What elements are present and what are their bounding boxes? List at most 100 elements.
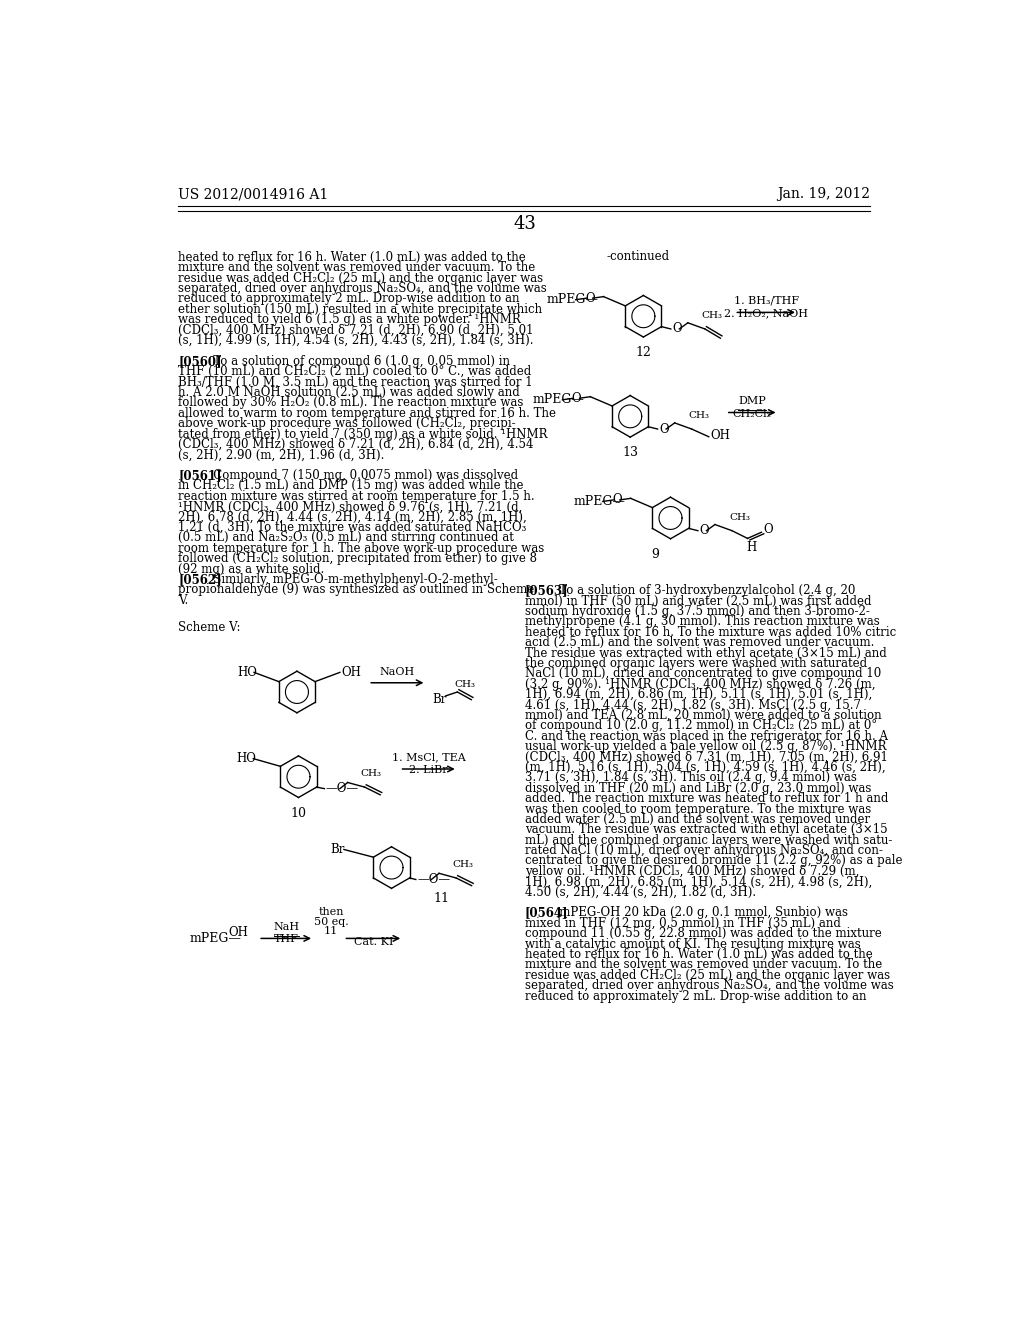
Text: [0560]: [0560] xyxy=(178,355,222,368)
Text: mixture and the solvent was removed under vacuum. To the: mixture and the solvent was removed unde… xyxy=(524,958,882,972)
Text: 1H), 6.94 (m, 2H), 6.86 (m, 1H), 5.11 (s, 1H), 5.01 (s, 1H),: 1H), 6.94 (m, 2H), 6.86 (m, 1H), 5.11 (s… xyxy=(524,688,872,701)
Text: Cat. KI: Cat. KI xyxy=(353,937,393,946)
Text: 43: 43 xyxy=(513,215,537,234)
Text: mPEG—: mPEG— xyxy=(546,293,598,306)
Text: Scheme V:: Scheme V: xyxy=(178,622,241,634)
Text: 11: 11 xyxy=(324,925,338,936)
Text: O: O xyxy=(659,422,669,436)
Text: above work-up procedure was followed (CH₂Cl₂, precipi-: above work-up procedure was followed (CH… xyxy=(178,417,516,430)
Text: centrated to give the desired bromide 11 (2.2 g, 92%) as a pale: centrated to give the desired bromide 11… xyxy=(524,854,902,867)
Text: O: O xyxy=(699,524,709,537)
Text: vacuum. The residue was extracted with ethyl acetate (3×15: vacuum. The residue was extracted with e… xyxy=(524,824,888,837)
Text: reaction mixture was stirred at room temperature for 1.5 h.: reaction mixture was stirred at room tem… xyxy=(178,490,535,503)
Text: mixture and the solvent was removed under vacuum. To the: mixture and the solvent was removed unde… xyxy=(178,261,536,275)
Text: OH: OH xyxy=(228,925,249,939)
Text: mPEG—: mPEG— xyxy=(534,393,585,407)
Text: 3.71 (s, 3H), 1.84 (s, 3H). This oil (2.4 g, 9.4 mmol) was: 3.71 (s, 3H), 1.84 (s, 3H). This oil (2.… xyxy=(524,771,857,784)
Text: The residue was extracted with ethyl acetate (3×15 mL) and: The residue was extracted with ethyl ace… xyxy=(524,647,887,660)
Text: NaH: NaH xyxy=(273,921,299,932)
Text: methylpropene (4.1 g, 30 mmol). This reaction mixture was: methylpropene (4.1 g, 30 mmol). This rea… xyxy=(524,615,880,628)
Text: US 2012/0014916 A1: US 2012/0014916 A1 xyxy=(178,187,329,202)
Text: BH₃/THF (1.0 M, 3.5 mL) and the reaction was stirred for 1: BH₃/THF (1.0 M, 3.5 mL) and the reaction… xyxy=(178,376,534,388)
Text: 2. LiBr: 2. LiBr xyxy=(410,764,447,775)
Text: O: O xyxy=(585,292,595,305)
Text: ether solution (150 mL) resulted in a white precipitate which: ether solution (150 mL) resulted in a wh… xyxy=(178,302,543,315)
Text: (s, 1H), 4.99 (s, 1H), 4.54 (s, 2H), 4.43 (s, 2H), 1.84 (s, 3H).: (s, 1H), 4.99 (s, 1H), 4.54 (s, 2H), 4.4… xyxy=(178,334,534,347)
Text: THF: THF xyxy=(273,935,299,944)
Text: 1.21 (d, 3H). To the mixture was added saturated NaHCO₃: 1.21 (d, 3H). To the mixture was added s… xyxy=(178,521,526,535)
Text: 13: 13 xyxy=(623,446,638,459)
Text: NaOH: NaOH xyxy=(380,667,415,677)
Text: V.: V. xyxy=(178,594,188,607)
Text: followed (CH₂Cl₂ solution, precipitated from ether) to give 8: followed (CH₂Cl₂ solution, precipitated … xyxy=(178,552,538,565)
Text: HO: HO xyxy=(237,752,256,766)
Text: (92 mg) as a white solid.: (92 mg) as a white solid. xyxy=(178,562,325,576)
Text: O: O xyxy=(763,523,773,536)
Text: [0563]: [0563] xyxy=(524,585,568,597)
Text: heated to reflux for 16 h. To the mixture was added 10% citric: heated to reflux for 16 h. To the mixtur… xyxy=(524,626,896,639)
Text: in CH₂Cl₂ (1.5 mL) and DMP (15 mg) was added while the: in CH₂Cl₂ (1.5 mL) and DMP (15 mg) was a… xyxy=(178,479,524,492)
Text: [0561]: [0561] xyxy=(178,469,222,482)
Text: sodium hydroxide (1.5 g, 37.5 mmol) and then 3-bromo-2-: sodium hydroxide (1.5 g, 37.5 mmol) and … xyxy=(524,605,869,618)
Text: separated, dried over anhydrous Na₂SO₄, and the volume was: separated, dried over anhydrous Na₂SO₄, … xyxy=(178,282,547,294)
Text: rated NaCl (10 mL), dried over anhydrous Na₂SO₄, and con-: rated NaCl (10 mL), dried over anhydrous… xyxy=(524,843,883,857)
Text: To a solution of compound 6 (1.0 g, 0.05 mmol) in: To a solution of compound 6 (1.0 g, 0.05… xyxy=(202,355,510,368)
Text: OH: OH xyxy=(711,429,730,442)
Text: 1. BH₃/THF: 1. BH₃/THF xyxy=(733,296,799,305)
Text: 2. H₂O₂, NaOH: 2. H₂O₂, NaOH xyxy=(724,309,808,318)
Text: [0564]: [0564] xyxy=(524,907,568,920)
Text: -continued: -continued xyxy=(607,249,670,263)
Text: 11: 11 xyxy=(434,892,450,906)
Text: H: H xyxy=(745,541,756,554)
Text: 4.50 (s, 2H), 4.44 (s, 2H), 1.82 (d, 3H).: 4.50 (s, 2H), 4.44 (s, 2H), 1.82 (d, 3H)… xyxy=(524,886,756,899)
Text: (m, 1H), 5.16 (s, 1H), 5.04 (s, 1H), 4.59 (s, 1H), 4.46 (s, 2H),: (m, 1H), 5.16 (s, 1H), 5.04 (s, 1H), 4.5… xyxy=(524,760,886,774)
Text: room temperature for 1 h. The above work-up procedure was: room temperature for 1 h. The above work… xyxy=(178,543,545,554)
Text: compound 11 (0.55 g, 22.8 mmol) was added to the mixture: compound 11 (0.55 g, 22.8 mmol) was adde… xyxy=(524,927,882,940)
Text: (s, 2H), 2.90 (m, 2H), 1.96 (d, 3H).: (s, 2H), 2.90 (m, 2H), 1.96 (d, 3H). xyxy=(178,449,385,461)
Text: was reduced to yield 6 (1.5 g) as a white powder. ¹HNMR: was reduced to yield 6 (1.5 g) as a whit… xyxy=(178,313,521,326)
Text: was then cooled to room temperature. To the mixture was: was then cooled to room temperature. To … xyxy=(524,803,871,816)
Text: added water (2.5 mL) and the solvent was removed under: added water (2.5 mL) and the solvent was… xyxy=(524,813,870,826)
Text: mL) and the combined organic layers were washed with satu-: mL) and the combined organic layers were… xyxy=(524,834,892,846)
Text: CH₃: CH₃ xyxy=(729,513,750,521)
Text: reduced to approximately 2 mL. Drop-wise addition to an: reduced to approximately 2 mL. Drop-wise… xyxy=(178,293,520,305)
Text: propionaldehyde (9) was synthesized as outlined in Scheme: propionaldehyde (9) was synthesized as o… xyxy=(178,583,535,597)
Text: residue was added CH₂Cl₂ (25 mL) and the organic layer was: residue was added CH₂Cl₂ (25 mL) and the… xyxy=(524,969,890,982)
Text: yellow oil. ¹HNMR (CDCl₃, 400 MHz) showed δ 7.29 (m,: yellow oil. ¹HNMR (CDCl₃, 400 MHz) showe… xyxy=(524,865,859,878)
Text: followed by 30% H₂O₂ (0.8 mL). The reaction mixture was: followed by 30% H₂O₂ (0.8 mL). The react… xyxy=(178,396,523,409)
Text: mPEG—: mPEG— xyxy=(573,495,626,508)
Text: h. A 2.0 M NaOH solution (2.5 mL) was added slowly and: h. A 2.0 M NaOH solution (2.5 mL) was ad… xyxy=(178,385,520,399)
Text: CH₃: CH₃ xyxy=(453,861,473,869)
Text: Similarly, mPEG-O-m-methylphenyl-O-2-methyl-: Similarly, mPEG-O-m-methylphenyl-O-2-met… xyxy=(202,573,498,586)
Text: Compound 7 (150 mg, 0.0075 mmol) was dissolved: Compound 7 (150 mg, 0.0075 mmol) was dis… xyxy=(202,469,518,482)
Text: heated to reflux for 16 h. Water (1.0 mL) was added to the: heated to reflux for 16 h. Water (1.0 mL… xyxy=(524,948,872,961)
Text: 2H), 6.78 (d, 2H), 4.44 (s, 2H), 4.14 (m, 2H), 2.85 (m, 1H),: 2H), 6.78 (d, 2H), 4.44 (s, 2H), 4.14 (m… xyxy=(178,511,527,524)
Text: (3.2 g, 90%). ¹HNMR (CDCl₃, 400 MHz) showed δ 7.26 (m,: (3.2 g, 90%). ¹HNMR (CDCl₃, 400 MHz) sho… xyxy=(524,677,876,690)
Text: CH₃: CH₃ xyxy=(688,412,710,420)
Text: ¹HNMR (CDCl₃, 400 MHz) showed δ 9.76 (s, 1H), 7.21 (d,: ¹HNMR (CDCl₃, 400 MHz) showed δ 9.76 (s,… xyxy=(178,500,522,513)
Text: HO: HO xyxy=(237,665,257,678)
Text: To a solution of 3-hydroxybenzylalcohol (2.4 g, 20: To a solution of 3-hydroxybenzylalcohol … xyxy=(548,585,856,597)
Text: 1. MsCl, TEA: 1. MsCl, TEA xyxy=(392,752,466,763)
Text: O: O xyxy=(673,322,682,335)
Text: O: O xyxy=(612,494,622,507)
Text: CH₃: CH₃ xyxy=(455,680,475,689)
Text: 1H), 6.98 (m, 2H), 6.85 (m, 1H), 5.14 (s, 2H), 4.98 (s, 2H),: 1H), 6.98 (m, 2H), 6.85 (m, 1H), 5.14 (s… xyxy=(524,875,872,888)
Text: (CDCl₃, 400 MHz) showed δ 7.21 (d, 2H), 6.84 (d, 2H), 4.54: (CDCl₃, 400 MHz) showed δ 7.21 (d, 2H), … xyxy=(178,438,534,451)
Text: 50 eq.: 50 eq. xyxy=(313,916,348,927)
Text: (CDCl₃, 400 MHz) showed δ 7.21 (d, 2H), 6.90 (d, 2H), 5.01: (CDCl₃, 400 MHz) showed δ 7.21 (d, 2H), … xyxy=(178,323,534,337)
Text: (0.5 mL) and Na₂S₂O₃ (0.5 mL) and stirring continued at: (0.5 mL) and Na₂S₂O₃ (0.5 mL) and stirri… xyxy=(178,532,514,544)
Text: CH₃: CH₃ xyxy=(701,312,723,321)
Text: (CDCl₃, 400 MHz) showed δ 7.31 (m, 1H), 7.05 (m, 2H), 6.91: (CDCl₃, 400 MHz) showed δ 7.31 (m, 1H), … xyxy=(524,751,888,763)
Text: heated to reflux for 16 h. Water (1.0 mL) was added to the: heated to reflux for 16 h. Water (1.0 mL… xyxy=(178,251,526,264)
Text: 10: 10 xyxy=(291,807,306,820)
Text: Br: Br xyxy=(432,693,446,706)
Text: C. and the reaction was placed in the refrigerator for 16 h. A: C. and the reaction was placed in the re… xyxy=(524,730,888,743)
Text: THF (10 mL) and CH₂Cl₂ (2 mL) cooled to 0° C., was added: THF (10 mL) and CH₂Cl₂ (2 mL) cooled to … xyxy=(178,366,531,378)
Text: —O—: —O— xyxy=(418,873,451,886)
Text: of compound 10 (2.0 g, 11.2 mmol) in CH₂Cl₂ (25 mL) at 0°: of compound 10 (2.0 g, 11.2 mmol) in CH₂… xyxy=(524,719,877,733)
Text: CH₃: CH₃ xyxy=(360,770,382,779)
Text: NaCl (10 mL), dried and concentrated to give compound 10: NaCl (10 mL), dried and concentrated to … xyxy=(524,668,881,680)
Text: acid (2.5 mL) and the solvent was removed under vacuum.: acid (2.5 mL) and the solvent was remove… xyxy=(524,636,874,649)
Text: OH: OH xyxy=(341,665,361,678)
